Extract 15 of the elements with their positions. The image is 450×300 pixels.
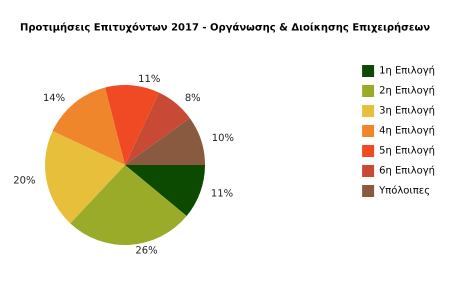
legend-label: 3η Επιλογή	[379, 106, 436, 116]
legend-label: 5η Επιλογή	[379, 146, 436, 156]
data-label: 11%	[210, 188, 234, 200]
legend-label: 1η Επιλογή	[379, 66, 436, 76]
legend-label: 2η Επιλογή	[379, 86, 436, 96]
legend-label: 4η Επιλογή	[379, 126, 436, 136]
data-label: 26%	[135, 245, 158, 256]
data-label: 10%	[212, 132, 234, 144]
legend-label: 6η Επιλογή	[379, 166, 436, 176]
chart-title: Προτιμήσεις Επιτυχόντων 2017 - Οργάνωσης & Διοίκησης Επιχειρήσεων	[20, 22, 430, 34]
data-label: 14%	[42, 93, 66, 104]
legend-label: Υπόλοιπες	[378, 186, 430, 196]
data-label: 8%	[184, 93, 201, 104]
data-label: 20%	[13, 176, 36, 187]
data-label: 11%	[138, 74, 160, 85]
